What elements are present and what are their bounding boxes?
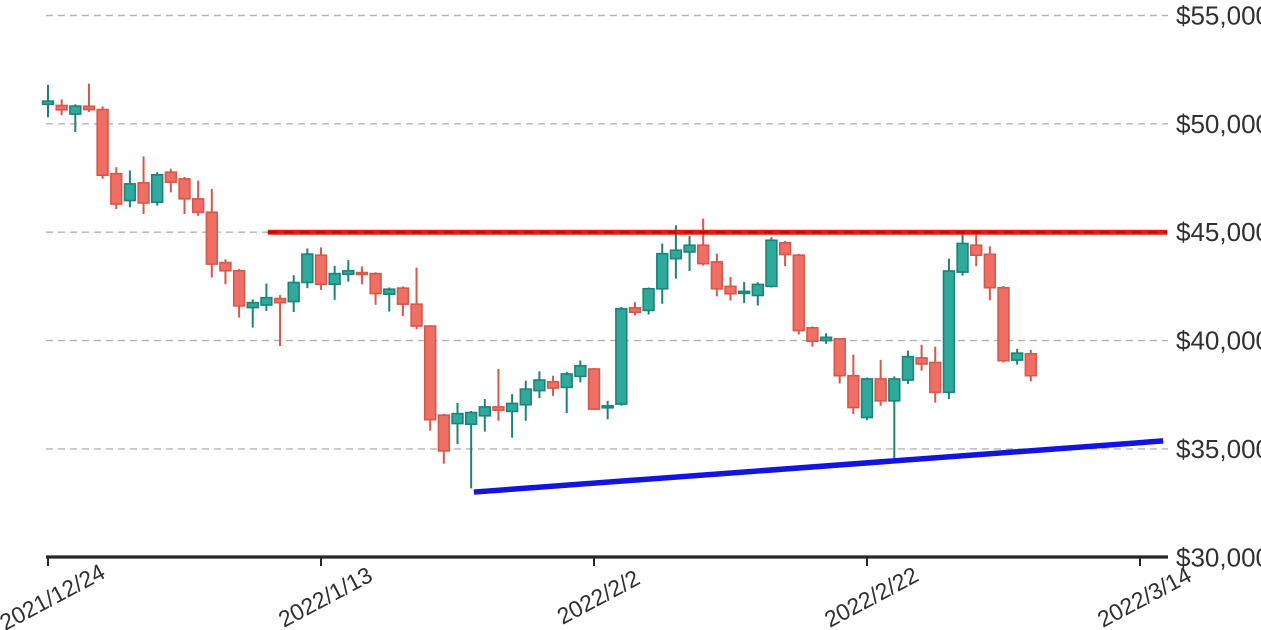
candle-body — [151, 173, 164, 204]
candle-body — [396, 287, 410, 305]
candle-body — [833, 338, 846, 377]
candle-body — [219, 261, 232, 272]
candle-body — [451, 412, 464, 425]
candle-body — [574, 364, 587, 378]
candle-body — [956, 242, 969, 273]
x-tick-label: 2022/2/2 — [553, 564, 644, 629]
candle-body — [69, 105, 82, 115]
candle-body — [819, 336, 833, 342]
candle-body — [164, 171, 178, 183]
candle-body — [410, 303, 423, 327]
candle-body — [888, 378, 901, 402]
candle-body — [137, 182, 150, 204]
candle-body — [314, 254, 328, 286]
candle-body — [546, 380, 560, 389]
candle-body — [683, 244, 696, 253]
candle-body — [1010, 352, 1024, 361]
candle-body — [246, 301, 259, 309]
y-tick-label: $35,000 — [1176, 434, 1261, 464]
candle-body — [737, 290, 751, 295]
candle-body — [41, 100, 55, 106]
candle-body — [492, 406, 505, 411]
y-tick-label: $40,000 — [1176, 326, 1261, 356]
candle-body — [642, 287, 655, 312]
candle-body — [710, 261, 724, 290]
candle-body — [478, 406, 491, 417]
candle-body — [983, 253, 997, 289]
candle-body — [860, 378, 874, 419]
candle-body — [792, 254, 805, 332]
candle-body — [915, 357, 928, 365]
candle-body — [383, 288, 396, 296]
candle-body — [110, 172, 123, 205]
y-tick-label: $50,000 — [1176, 109, 1261, 139]
y-tick-label: $45,000 — [1176, 217, 1261, 247]
candle-body — [505, 402, 519, 413]
candle-body — [369, 272, 382, 295]
candle-body — [437, 414, 451, 452]
candle-body — [806, 326, 819, 343]
candle-body — [929, 361, 942, 394]
candle-body — [464, 411, 478, 426]
candle-body — [301, 253, 314, 284]
candle-body — [969, 244, 983, 256]
candle-body — [355, 271, 369, 276]
candle-body — [273, 297, 287, 304]
candle-body — [751, 283, 765, 297]
candle-body — [874, 378, 887, 402]
candle-body — [847, 374, 860, 409]
candle-body — [533, 379, 546, 392]
candle-body — [328, 272, 341, 286]
candle-body — [123, 183, 137, 202]
candle-body — [519, 388, 532, 406]
x-tick-label: 2021/12/24 — [0, 558, 109, 630]
x-tick-label: 2022/1/13 — [274, 561, 377, 630]
candle-body — [765, 239, 778, 288]
candle-body — [423, 325, 437, 421]
candle-body — [82, 105, 96, 111]
candle-body — [232, 269, 246, 307]
candle-body — [901, 355, 915, 381]
candle-body — [560, 373, 573, 389]
y-tick-label: $30,000 — [1176, 542, 1261, 572]
candle-body — [656, 252, 669, 290]
candle-body — [260, 296, 273, 306]
candle-body — [724, 285, 737, 295]
x-tick-label: 2022/2/22 — [820, 561, 923, 630]
candle-body — [587, 368, 601, 410]
candle-body — [178, 178, 191, 200]
candle-body — [191, 198, 205, 214]
candle-body — [287, 281, 300, 303]
candle-body — [997, 286, 1010, 362]
candle-body — [96, 108, 109, 177]
candle-body — [942, 270, 956, 394]
candle-body — [628, 307, 642, 313]
candle-body — [342, 269, 355, 276]
support-line — [473, 438, 1164, 495]
candle-body — [615, 307, 628, 405]
candle-body — [205, 211, 218, 265]
y-tick-label: $55,000 — [1176, 1, 1261, 31]
candle-body — [55, 104, 68, 111]
candle-body — [778, 242, 792, 256]
candle-body — [1024, 352, 1038, 377]
candle-body — [601, 405, 614, 409]
candle-body — [669, 249, 683, 260]
candle-body — [696, 244, 710, 265]
